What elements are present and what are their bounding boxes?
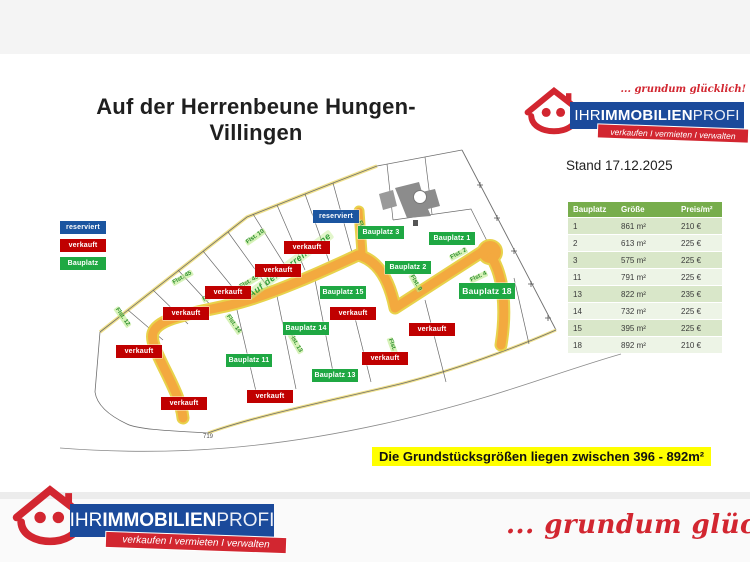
plot-status-badge: Bauplatz 2 bbox=[385, 261, 431, 274]
brand-name-banner: IHR IMMOBILIEN PROFI bbox=[70, 504, 274, 537]
plot-status-badge: verkauft bbox=[161, 397, 207, 410]
price-table-header: Bauplatz Größe Preis/m² bbox=[568, 202, 722, 217]
table-row: 11 791 m² 225 € bbox=[568, 269, 722, 285]
plot-status-badge: Bauplatz 1 bbox=[429, 232, 475, 245]
col-header-groesse: Größe bbox=[621, 205, 645, 214]
page-title: Auf der Herrenbeune Hungen- Villingen bbox=[78, 94, 434, 147]
plot-status-badge: verkauft bbox=[284, 241, 330, 254]
parcel-number-label: 719 bbox=[203, 434, 214, 440]
col-header-preis: Preis/m² bbox=[681, 205, 713, 214]
plot-status-badge: Bauplatz 15 bbox=[320, 286, 366, 299]
plot-status-badge: verkauft bbox=[163, 307, 209, 320]
table-row: 14 732 m² 225 € bbox=[568, 303, 722, 319]
table-row: 1 861 m² 210 € bbox=[568, 218, 722, 234]
brand-name-banner: IHR IMMOBILIEN PROFI bbox=[570, 102, 744, 129]
top-gray-band bbox=[0, 0, 750, 54]
legend-reserviert-badge: reserviert bbox=[60, 221, 106, 234]
table-row: 2 613 m² 225 € bbox=[568, 235, 722, 251]
brand-name-bold: IMMOBILIEN bbox=[102, 509, 217, 531]
legend: reserviert verkauft Bauplatz bbox=[60, 221, 106, 275]
table-row: 18 892 m² 210 € bbox=[568, 337, 722, 353]
table-row: 3 575 m² 225 € bbox=[568, 252, 722, 268]
table-row: 15 395 m² 225 € bbox=[568, 320, 722, 336]
brand-logo-bottom: IHR IMMOBILIEN PROFI verkaufen I vermiete… bbox=[6, 484, 296, 560]
brand-name-light: PROFI bbox=[692, 107, 740, 124]
brand-slogan-large: ... grundum glücklich! bbox=[506, 510, 750, 540]
col-header-bauplatz: Bauplatz bbox=[573, 205, 607, 214]
plot-status-badge: verkauft bbox=[205, 286, 251, 299]
site-plan-map: Auf der Herrenbeune Flst. 12 Flst. 45 Fl… bbox=[25, 148, 637, 468]
legend-verkauft-badge: verkauft bbox=[60, 239, 106, 252]
plot-status-badge: Bauplatz 13 bbox=[312, 369, 358, 382]
brand-logo-top: ... grundum glücklich! IHR IMMOBILIEN PRO… bbox=[524, 80, 749, 158]
plot-status-badge: verkauft bbox=[116, 345, 162, 358]
plot-status-badge: Bauplatz 18 bbox=[459, 283, 515, 299]
legend-bauplatz-badge: Bauplatz bbox=[60, 257, 106, 270]
plot-status-badge: verkauft bbox=[330, 307, 376, 320]
title-line-1: Auf der Herrenbeune Hungen- bbox=[96, 94, 416, 119]
plot-status-badge: verkauft bbox=[362, 352, 408, 365]
table-row: 13 822 m² 235 € bbox=[568, 286, 722, 302]
plot-status-badge: Bauplatz 3 bbox=[358, 226, 404, 239]
date-stand: Stand 17.12.2025 bbox=[566, 158, 673, 173]
brand-name-bold: IMMOBILIEN bbox=[600, 107, 693, 124]
brand-name-prefix: IHR bbox=[69, 509, 103, 531]
plot-status-badge: reserviert bbox=[313, 210, 359, 223]
plot-status-badge: verkauft bbox=[255, 264, 301, 277]
plot-status-badge: Bauplatz 14 bbox=[283, 322, 329, 335]
brand-name-prefix: IHR bbox=[574, 107, 601, 124]
title-line-2: Villingen bbox=[209, 120, 303, 146]
plot-status-badge: verkauft bbox=[409, 323, 455, 336]
brand-name-light: PROFI bbox=[216, 509, 275, 531]
plot-status-badge: verkauft bbox=[247, 390, 293, 403]
price-table: Bauplatz Größe Preis/m² 1 861 m² 210 € 2 61… bbox=[568, 202, 722, 354]
brand-slogan-small: ... grundum glücklich! bbox=[620, 84, 746, 95]
plot-status-badge: Bauplatz 11 bbox=[226, 354, 272, 367]
plot-size-note: Die Grundstücksgrößen liegen zwischen 39… bbox=[372, 447, 712, 466]
